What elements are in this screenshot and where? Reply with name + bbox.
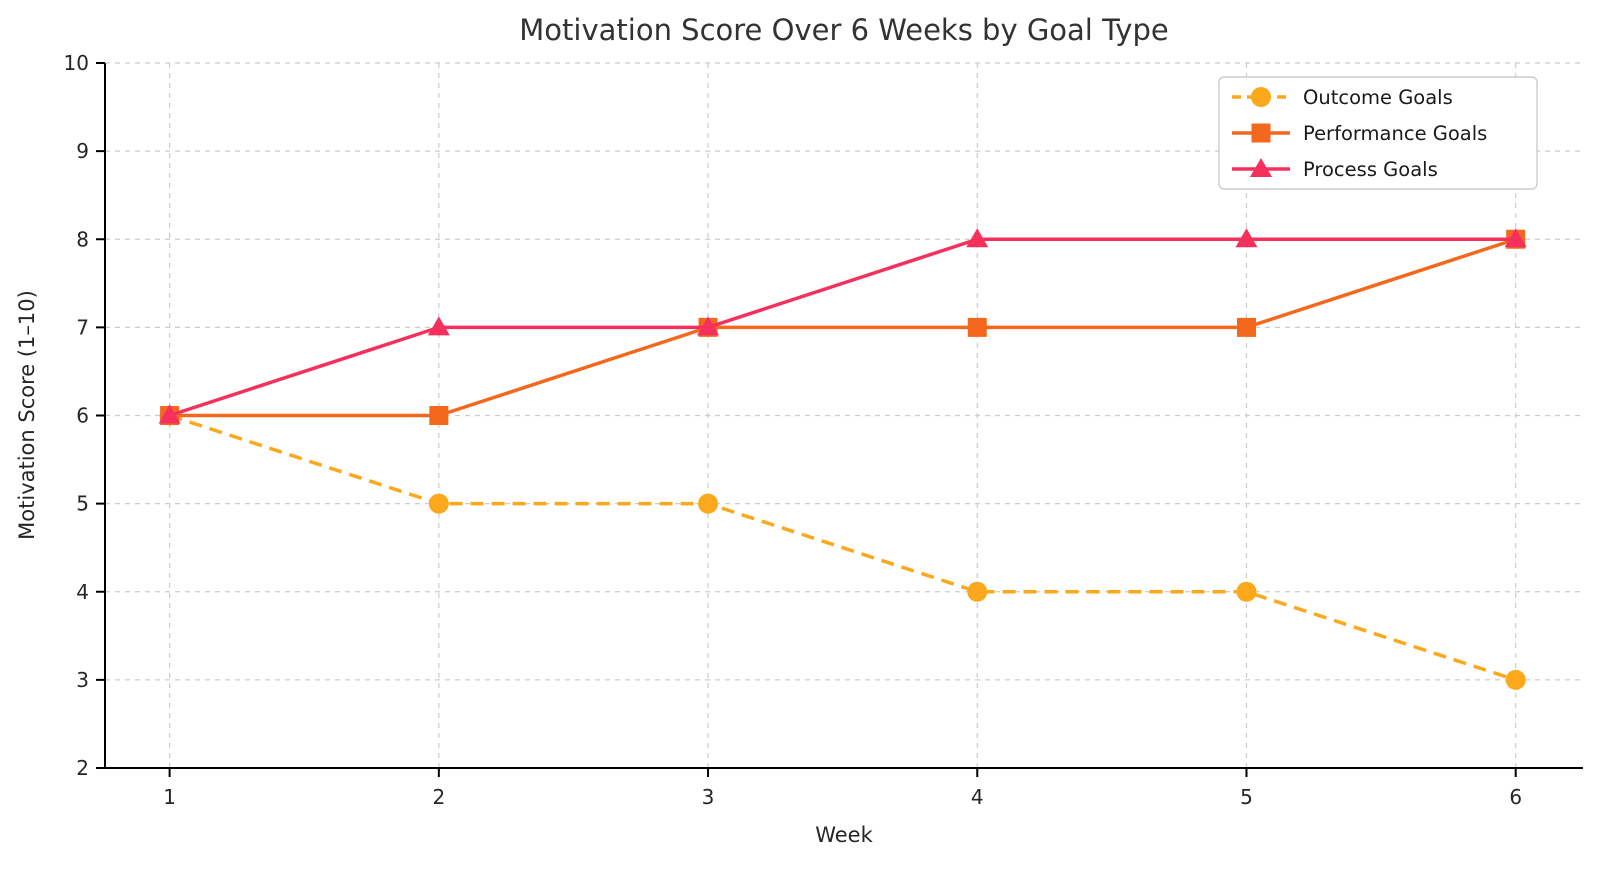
data-point-triangle xyxy=(1504,228,1527,248)
series-performance-goals xyxy=(160,229,1526,425)
x-tick-label: 6 xyxy=(1509,785,1522,809)
data-point-circle xyxy=(428,493,449,514)
x-axis-label: Week xyxy=(815,823,873,847)
axes-layer: 2 3 4 5 6 7 8 9 10 1 2 3 4 5 6 xyxy=(64,51,1583,809)
data-point-square xyxy=(1251,123,1271,143)
y-tick-label: 7 xyxy=(76,315,89,339)
data-point-square xyxy=(1236,317,1256,337)
legend-entry-outcome-goals: Outcome Goals xyxy=(1232,86,1453,109)
series-line xyxy=(169,237,1516,418)
data-point-triangle xyxy=(966,228,989,248)
x-tick-label: 5 xyxy=(1240,785,1253,809)
data-point-circle xyxy=(1236,581,1257,602)
x-tick-label: 2 xyxy=(432,785,445,809)
x-tick-label: 3 xyxy=(702,785,715,809)
x-tick-label: 4 xyxy=(971,785,984,809)
y-tick-label: 4 xyxy=(76,580,89,604)
y-tick-label: 2 xyxy=(76,756,89,780)
legend-label: Process Goals xyxy=(1303,158,1438,181)
data-point-triangle xyxy=(427,316,450,336)
data-point-square xyxy=(429,406,449,425)
data-point-circle xyxy=(698,493,719,514)
y-tick-label: 10 xyxy=(64,51,89,75)
series-line xyxy=(169,237,1517,418)
series-process-goals xyxy=(158,228,1527,424)
data-point-triangle xyxy=(697,316,720,336)
data-point-triangle xyxy=(158,404,181,424)
data-point-circle xyxy=(1505,669,1526,690)
series-layer xyxy=(158,228,1527,690)
legend-box xyxy=(1218,76,1538,190)
y-tick-label: 5 xyxy=(76,492,89,516)
data-point-triangle xyxy=(1235,228,1258,248)
legend: Outcome Goals Performance Goals Process Go… xyxy=(1218,76,1538,190)
y-axis-label: Motivation Score (1–10) xyxy=(15,290,39,540)
series-line xyxy=(169,413,1517,682)
y-tick-label: 6 xyxy=(76,404,89,428)
legend-entry-process-goals: Process Goals xyxy=(1232,158,1438,181)
data-point-triangle xyxy=(1250,158,1272,177)
legend-label: Outcome Goals xyxy=(1303,86,1453,109)
y-tick-label: 9 xyxy=(76,139,89,163)
x-tick-label: 1 xyxy=(163,785,176,809)
series-outcome-goals xyxy=(159,405,1526,690)
legend-entry-performance-goals: Performance Goals xyxy=(1232,122,1487,145)
legend-label: Performance Goals xyxy=(1303,122,1487,145)
y-tick-label: 8 xyxy=(76,227,89,251)
chart-title: Motivation Score Over 6 Weeks by Goal Ty… xyxy=(519,13,1168,47)
data-point-square xyxy=(967,317,987,337)
data-point-circle xyxy=(967,581,988,602)
data-point-circle xyxy=(1251,87,1271,107)
y-tick-label: 3 xyxy=(76,668,89,692)
